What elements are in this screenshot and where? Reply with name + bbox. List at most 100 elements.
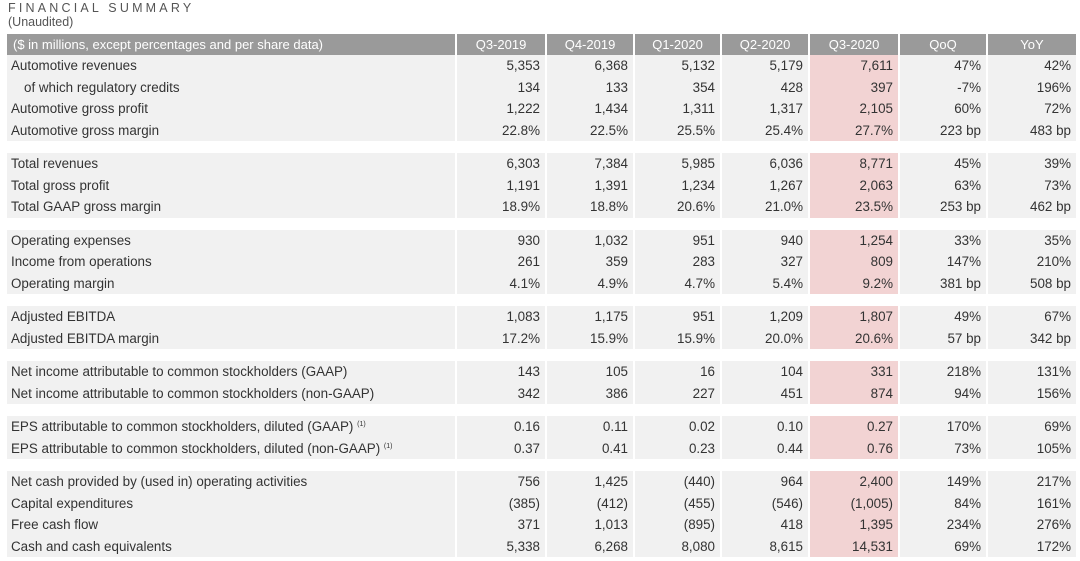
- value-cell: 6,368: [545, 55, 633, 77]
- value-cell: 131%: [986, 361, 1076, 383]
- row-label: EPS attributable to common stockholders,…: [7, 416, 455, 438]
- value-cell: 1,425: [545, 471, 633, 493]
- group-spacer-cell: [7, 141, 1076, 153]
- value-cell: 5,338: [455, 535, 545, 557]
- value-cell: 73%: [986, 174, 1076, 196]
- value-cell: (455): [633, 492, 720, 514]
- row-label-text: Income from operations: [11, 254, 152, 270]
- value-cell: 354: [633, 76, 720, 98]
- value-cell: 149%: [898, 471, 986, 493]
- table-row: Net cash provided by (used in) operating…: [7, 471, 1076, 493]
- row-label-text: Net cash provided by (used in) operating…: [11, 474, 308, 490]
- row-label: Total gross profit: [7, 174, 455, 196]
- value-cell: 16: [633, 361, 720, 383]
- value-cell: 0.10: [720, 416, 808, 438]
- row-label: Capital expenditures: [7, 492, 455, 514]
- value-cell: 874: [808, 382, 898, 404]
- value-cell: 1,317: [720, 98, 808, 120]
- value-cell: 27.7%: [808, 119, 898, 141]
- value-cell: 15.9%: [633, 327, 720, 349]
- value-cell: -7%: [898, 76, 986, 98]
- value-cell: 23.5%: [808, 196, 898, 218]
- value-cell: 20.0%: [720, 327, 808, 349]
- value-cell: 22.8%: [455, 119, 545, 141]
- table-row: Total revenues 6,303 7,384 5,985 6,036 8,771 4…: [7, 153, 1076, 175]
- value-cell: 133: [545, 76, 633, 98]
- value-cell: 964: [720, 471, 808, 493]
- row-label-text: Total GAAP gross margin: [11, 199, 162, 215]
- value-cell: (546): [720, 492, 808, 514]
- row-label: Total revenues: [7, 153, 455, 175]
- value-cell: (1,005): [808, 492, 898, 514]
- value-cell: 342 bp: [986, 327, 1076, 349]
- row-label: Adjusted EBITDA margin: [7, 327, 455, 349]
- value-cell: 4.1%: [455, 272, 545, 294]
- value-cell: 20.6%: [633, 196, 720, 218]
- value-cell: 483 bp: [986, 119, 1076, 141]
- row-label: EPS attributable to common stockholders,…: [7, 437, 455, 459]
- row-label: of which regulatory credits: [7, 76, 455, 98]
- value-cell: 170%: [898, 416, 986, 438]
- value-cell: 1,234: [633, 174, 720, 196]
- value-cell: 940: [720, 229, 808, 251]
- value-cell: 223 bp: [898, 119, 986, 141]
- row-label-text: Automotive revenues: [11, 58, 137, 74]
- value-cell: 2,105: [808, 98, 898, 120]
- value-cell: 5,179: [720, 55, 808, 77]
- value-cell: 84%: [898, 492, 986, 514]
- value-cell: 0.76: [808, 437, 898, 459]
- value-cell: 105: [545, 361, 633, 383]
- value-cell: 22.5%: [545, 119, 633, 141]
- table-row: Operating expenses 930 1,032 951 940 1,254 33%…: [7, 229, 1076, 251]
- value-cell: 67%: [986, 306, 1076, 328]
- value-cell: 4.7%: [633, 272, 720, 294]
- value-cell: 1,175: [545, 306, 633, 328]
- table-row: Automotive gross profit 1,222 1,434 1,311 1,…: [7, 98, 1076, 120]
- row-label: Net cash provided by (used in) operating…: [7, 471, 455, 493]
- value-cell: 342: [455, 382, 545, 404]
- value-cell: (440): [633, 471, 720, 493]
- column-header-q2-2020: Q2-2020: [720, 34, 808, 55]
- column-header-qoq: QoQ: [898, 34, 986, 55]
- value-cell: 7,384: [545, 153, 633, 175]
- page-subtitle: (Unaudited): [8, 15, 74, 29]
- group-spacer: [7, 294, 1076, 306]
- value-cell: 1,434: [545, 98, 633, 120]
- row-label-text: Operating margin: [11, 275, 115, 291]
- value-cell: 0.16: [455, 416, 545, 438]
- row-label-text: Free cash flow: [11, 517, 99, 533]
- row-label: Cash and cash equivalents: [7, 535, 455, 557]
- row-label-text: EPS attributable to common stockholders,…: [11, 419, 354, 435]
- table-row: Operating margin 4.1% 4.9% 4.7% 5.4% 9.2% 381 …: [7, 272, 1076, 294]
- value-cell: 5,985: [633, 153, 720, 175]
- table-row: Total gross profit 1,191 1,391 1,234 1,267 2,…: [7, 174, 1076, 196]
- row-label-text: Adjusted EBITDA margin: [11, 330, 160, 346]
- value-cell: 14,531: [808, 535, 898, 557]
- value-cell: (385): [455, 492, 545, 514]
- value-cell: 5.4%: [720, 272, 808, 294]
- group-spacer: [7, 141, 1076, 153]
- row-label-text: Net income attributable to common stockh…: [11, 385, 375, 401]
- financial-summary-table: ($ in millions, except percentages and p…: [7, 34, 1076, 557]
- value-cell: 217%: [986, 471, 1076, 493]
- value-cell: 4.9%: [545, 272, 633, 294]
- row-label: Net income attributable to common stockh…: [7, 382, 455, 404]
- value-cell: 72%: [986, 98, 1076, 120]
- value-cell: 428: [720, 76, 808, 98]
- value-cell: 331: [808, 361, 898, 383]
- value-cell: 1,254: [808, 229, 898, 251]
- row-label: Operating margin: [7, 272, 455, 294]
- row-label-text: Capital expenditures: [11, 495, 134, 511]
- table-row: Net income attributable to common stockh…: [7, 382, 1076, 404]
- row-label-text: Adjusted EBITDA: [11, 309, 116, 325]
- group-spacer-cell: [7, 294, 1076, 306]
- value-cell: 951: [633, 229, 720, 251]
- value-cell: 1,395: [808, 514, 898, 536]
- group-spacer-cell: [7, 459, 1076, 471]
- value-cell: 156%: [986, 382, 1076, 404]
- value-cell: (895): [633, 514, 720, 536]
- table-row: Automotive revenues 5,353 6,368 5,132 5,179 7…: [7, 55, 1076, 77]
- value-cell: 63%: [898, 174, 986, 196]
- value-cell: 462 bp: [986, 196, 1076, 218]
- group-spacer: [7, 217, 1076, 230]
